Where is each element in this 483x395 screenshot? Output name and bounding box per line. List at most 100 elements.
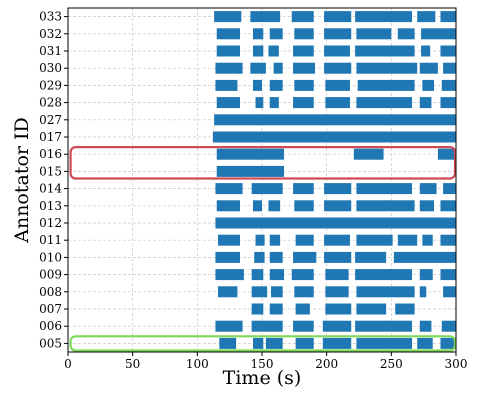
annotation-bar-014: [419, 183, 437, 195]
annotation-bar-005: [295, 337, 314, 349]
annotation-bar-005: [322, 337, 352, 349]
y-tick-label: 031: [39, 44, 62, 58]
annotation-bar-006: [293, 320, 314, 332]
y-tick-label: 010: [39, 250, 62, 264]
y-axis-ticks: 033 032 031 030 029 028 027 017 016 015 014 013 012 0…: [39, 10, 68, 350]
annotation-bar-012: [215, 217, 456, 229]
annotation-bar-011: [218, 234, 241, 246]
y-tick-label: 009: [39, 268, 62, 282]
annotation-bar-014: [293, 183, 314, 195]
y-tick-label: 006: [39, 319, 62, 333]
annotation-bar-033: [214, 11, 242, 23]
annotation-bar-008: [271, 286, 283, 298]
annotation-bar-028: [269, 97, 279, 109]
annotation-bar-033: [355, 11, 413, 23]
annotation-bar-028: [216, 97, 241, 109]
annotation-bar-033: [250, 11, 281, 23]
grid: [67, 8, 457, 352]
annotation-bar-005: [356, 337, 413, 349]
annotation-bar-007: [356, 303, 387, 315]
annotation-bar-009: [251, 269, 264, 281]
annotation-bar-013: [294, 200, 314, 212]
highlight-boxes: [69, 146, 457, 352]
annotation-bar-029: [215, 79, 238, 91]
annotation-bar-010: [393, 251, 456, 263]
y-axis-title: Annotator ID: [11, 117, 33, 244]
annotation-bar-031: [440, 45, 456, 57]
annotation-bar-006: [419, 320, 432, 332]
annotation-bar-032: [252, 28, 264, 40]
y-tick-label: 013: [39, 199, 62, 213]
y-tick-label: 005: [39, 336, 62, 350]
y-tick-label: 032: [39, 27, 62, 41]
annotation-bar-013: [419, 200, 435, 212]
annotation-bar-005: [252, 337, 264, 349]
annotation-bar-013: [356, 200, 415, 212]
annotation-bar-014: [215, 183, 243, 195]
y-tick-label: 011: [39, 233, 62, 247]
annotation-bar-029: [357, 79, 415, 91]
annotation-bar-029: [294, 79, 314, 91]
annotation-bar-007: [325, 303, 352, 315]
annotation-bar-006: [355, 320, 413, 332]
x-axis-title: Time (s): [223, 367, 302, 389]
annotation-bar-008: [356, 286, 415, 298]
annotation-bar-011: [269, 234, 281, 246]
y-tick-label: 027: [39, 113, 62, 127]
highlight-box-red: [69, 146, 457, 180]
annotation-bar-033: [291, 11, 314, 23]
annotation-bar-009: [325, 269, 349, 281]
annotation-bar-005: [265, 337, 283, 349]
annotation-bar-030: [324, 62, 352, 74]
annotation-bar-011: [295, 234, 314, 246]
y-tick-label: 017: [39, 130, 62, 144]
annotation-bar-013: [268, 200, 281, 212]
x-tick-label: 100: [186, 357, 209, 371]
annotation-bar-016: [216, 148, 284, 160]
annotation-bar-029: [441, 79, 456, 91]
annotation-bar-013: [216, 200, 241, 212]
annotation-bar-027: [214, 114, 456, 126]
annotation-bar-010: [215, 251, 241, 263]
annotation-bar-017: [212, 131, 456, 143]
annotation-bar-029: [325, 79, 350, 91]
x-axis-ticks: 0 50 100 150 200 250 300: [64, 352, 467, 371]
annotation-bar-005: [417, 337, 433, 349]
annotation-bar-030: [215, 62, 243, 74]
annotation-bar-010: [293, 251, 317, 263]
annotation-bar-032: [216, 28, 241, 40]
annotation-bar-006: [441, 320, 456, 332]
annotation-bar-010: [324, 251, 352, 263]
annotation-bar-009: [355, 269, 413, 281]
annotation-bar-030: [250, 62, 266, 74]
annotation-bar-031: [216, 45, 241, 57]
y-tick-label: 012: [39, 216, 62, 230]
annotation-bar-028: [293, 97, 314, 109]
annotation-bar-032: [324, 28, 352, 40]
annotation-bar-010: [254, 251, 265, 263]
annotation-bar-008: [443, 286, 456, 298]
annotation-bar-005: [219, 337, 237, 349]
annotation-bar-011: [397, 234, 418, 246]
annotation-bar-033: [324, 11, 352, 23]
annotation-bar-007: [395, 303, 415, 315]
annotation-bar-028: [325, 97, 350, 109]
annotation-bar-033: [417, 11, 436, 23]
annotation-bar-014: [443, 183, 456, 195]
annotation-bar-008: [325, 286, 349, 298]
annotation-bar-013: [440, 200, 456, 212]
annotation-bar-008: [294, 286, 314, 298]
annotation-bar-011: [255, 234, 265, 246]
annotation-bar-006: [251, 320, 283, 332]
annotation-bar-014: [251, 183, 283, 195]
annotation-bar-009: [419, 269, 433, 281]
annotation-bar-016: [437, 148, 456, 160]
annotation-bar-030: [443, 62, 456, 74]
annotation-bar-006: [215, 320, 243, 332]
annotation-bar-005: [440, 337, 456, 349]
annotation-bar-007: [295, 303, 310, 315]
annotation-bar-033: [440, 11, 456, 23]
annotation-bar-030: [419, 62, 438, 74]
y-tick-label: 014: [39, 182, 62, 196]
